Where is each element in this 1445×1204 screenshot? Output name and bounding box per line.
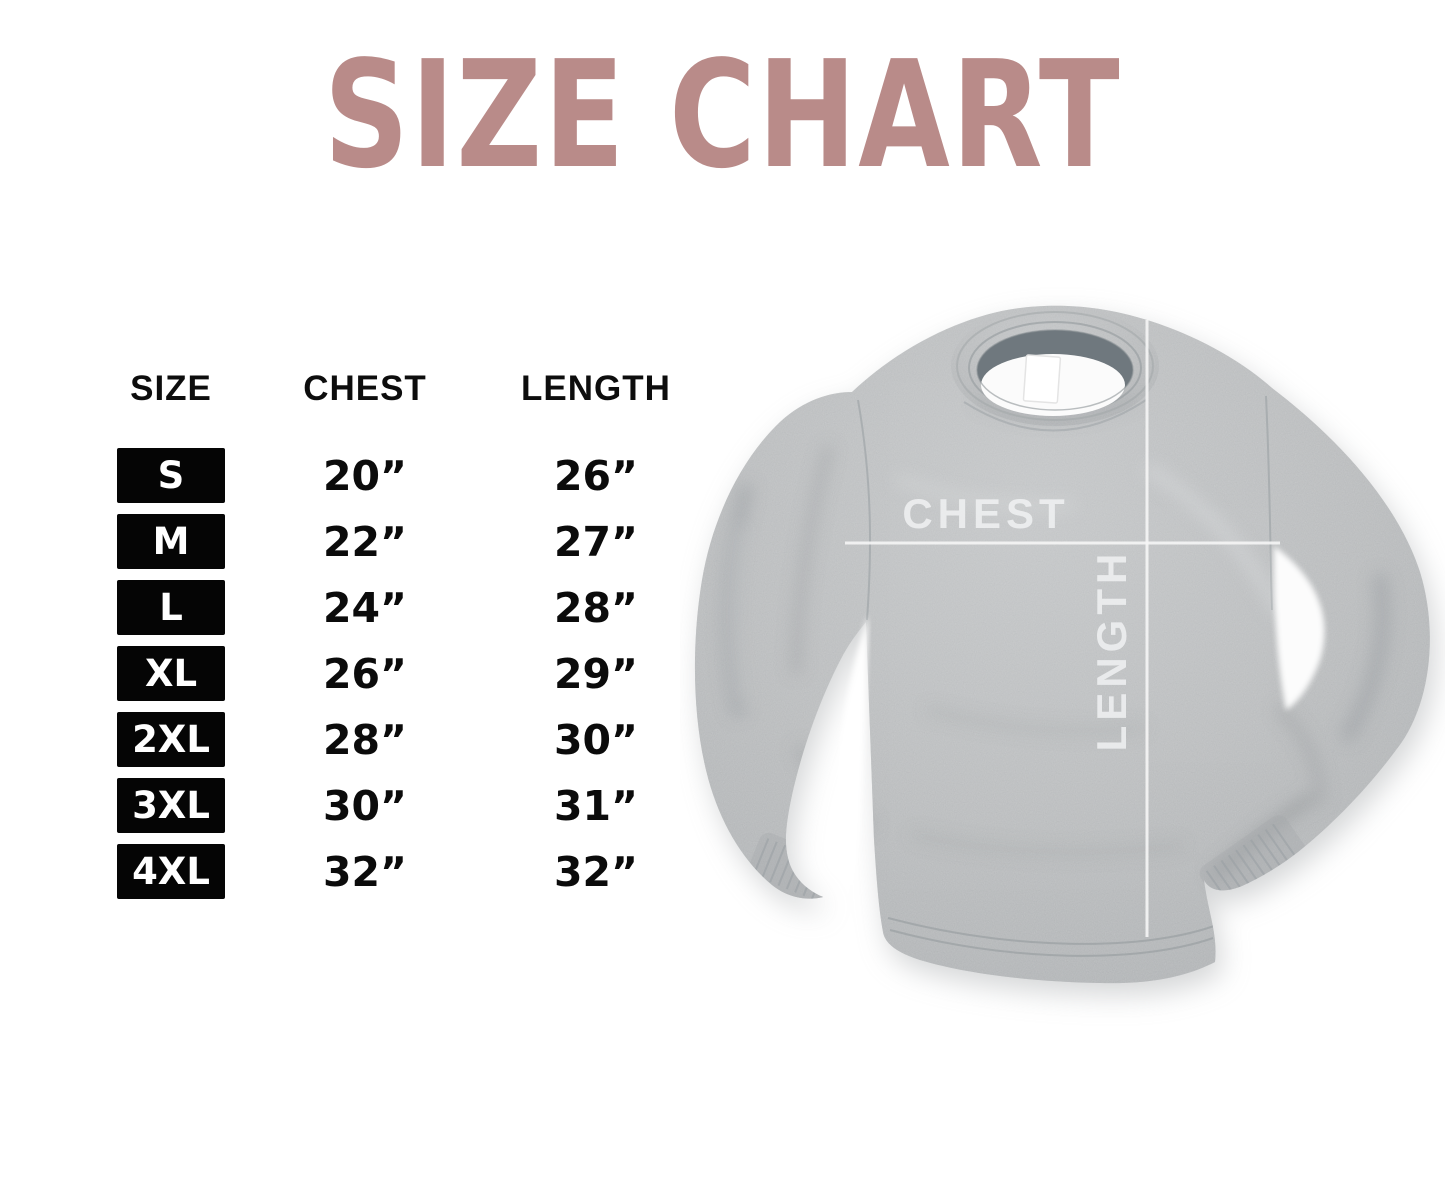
- chest-value: 30”: [322, 781, 407, 830]
- table-row: XL 26” 29”: [96, 646, 708, 701]
- length-value: 26”: [553, 451, 638, 500]
- length-label: LENGTH: [1088, 549, 1135, 752]
- table-row: S 20” 26”: [96, 448, 708, 503]
- chest-value: 22”: [322, 517, 407, 566]
- size-badge: 3XL: [117, 778, 225, 833]
- chest-value: 24”: [322, 583, 407, 632]
- table-header-row: SIZE CHEST LENGTH: [96, 368, 708, 410]
- chest-value: 20”: [322, 451, 407, 500]
- table-row: 2XL 28” 30”: [96, 712, 708, 767]
- size-badge: XL: [117, 646, 225, 701]
- chest-label: CHEST: [902, 490, 1069, 537]
- column-header-size: SIZE: [130, 369, 212, 408]
- length-value: 28”: [553, 583, 638, 632]
- chest-value: 26”: [322, 649, 407, 698]
- column-header-chest: CHEST: [303, 369, 427, 408]
- size-badge: 4XL: [117, 844, 225, 899]
- collar: [956, 311, 1154, 421]
- chest-value: 28”: [322, 715, 407, 764]
- table-row: M 22” 27”: [96, 514, 708, 569]
- size-badge: S: [117, 448, 225, 503]
- column-header-length: LENGTH: [521, 369, 671, 408]
- sweatshirt-photo: CHEST LENGTH: [694, 305, 1436, 996]
- table-row: 4XL 32” 32”: [96, 844, 708, 899]
- length-value: 31”: [553, 781, 638, 830]
- table-row: L 24” 28”: [96, 580, 708, 635]
- size-badge: M: [117, 514, 225, 569]
- size-table: SIZE CHEST LENGTH S 20” 26” M 22” 27” L …: [96, 368, 708, 910]
- table-row: 3XL 30” 31”: [96, 778, 708, 833]
- page-title: SIZE CHART: [323, 29, 1122, 201]
- chest-value: 32”: [322, 847, 407, 896]
- length-value: 29”: [553, 649, 638, 698]
- care-tag: [1022, 354, 1062, 404]
- length-value: 27”: [553, 517, 638, 566]
- fabric-texture: [694, 305, 1430, 984]
- length-value: 32”: [553, 847, 638, 896]
- measurement-annotations: CHEST LENGTH: [845, 320, 1280, 937]
- seam-stitches: [857, 395, 1273, 957]
- left-armpit-gap: [835, 615, 868, 892]
- length-value: 30”: [553, 715, 638, 764]
- right-armpit-gap: [1273, 546, 1325, 710]
- size-badge: L: [117, 580, 225, 635]
- size-badge: 2XL: [117, 712, 225, 767]
